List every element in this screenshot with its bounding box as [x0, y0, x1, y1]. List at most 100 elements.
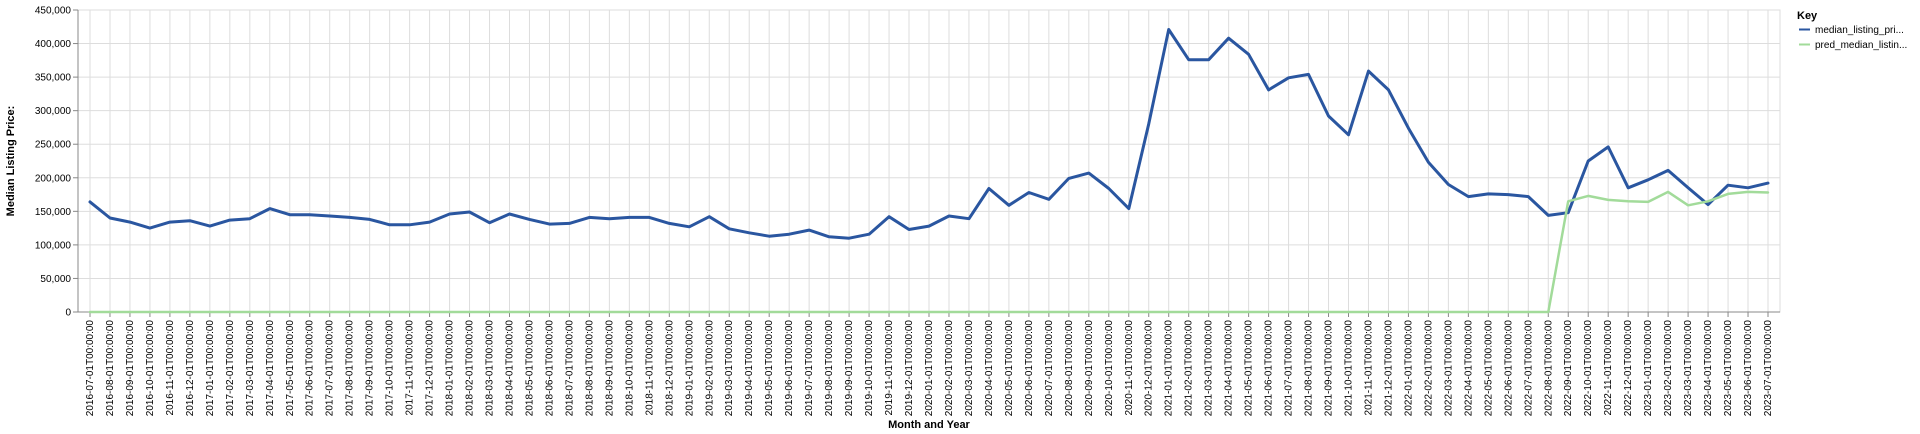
- x-axis: 2016-07-01T00:00:00 2016-08-01T00:00:00 20…: [78, 311, 1780, 417]
- y-tick-label: 150,000: [35, 207, 72, 218]
- y-tick-label: 0: [65, 308, 71, 319]
- y-tick-label: 100,000: [35, 240, 72, 251]
- legend-label: pred_median_listin...: [1815, 40, 1907, 51]
- x-tick-label: 2020-03-01T00:00:00: [964, 320, 975, 417]
- x-tick-label: 2018-04-01T00:00:00: [505, 320, 516, 417]
- y-axis: 0 50,000 100,000 150,000 200,000 250,000 300,0…: [35, 6, 79, 319]
- legend: Key median_listing_pri... pred_median_lis…: [1797, 10, 1907, 51]
- x-tick-label: 2018-12-01T00:00:00: [664, 320, 675, 417]
- x-tick-label: 2020-09-01T00:00:00: [1084, 320, 1095, 417]
- x-tick-label: 2021-11-01T00:00:00: [1363, 320, 1374, 416]
- x-tick-label: 2020-11-01T00:00:00: [1124, 320, 1135, 416]
- x-tick-label: 2018-01-01T00:00:00: [445, 320, 456, 417]
- x-tick-label: 2023-05-01T00:00:00: [1723, 320, 1734, 417]
- x-tick-label: 2017-08-01T00:00:00: [345, 320, 356, 417]
- x-tick-label: 2023-03-01T00:00:00: [1683, 320, 1694, 417]
- legend-title: Key: [1797, 10, 1818, 22]
- x-tick-label: 2017-11-01T00:00:00: [405, 320, 416, 416]
- x-tick-label: 2020-12-01T00:00:00: [1144, 320, 1155, 417]
- x-axis-title: Month and Year: [888, 419, 970, 431]
- series-lines: [88, 28, 1770, 314]
- x-tick-label: 2017-12-01T00:00:00: [425, 320, 436, 417]
- x-tick-label: 2017-05-01T00:00:00: [285, 320, 296, 417]
- x-tick-label: 2018-02-01T00:00:00: [465, 320, 476, 417]
- y-tick-label: 50,000: [40, 274, 71, 285]
- x-tick-label: 2019-07-01T00:00:00: [804, 320, 815, 417]
- x-tick-label: 2016-08-01T00:00:00: [105, 320, 116, 417]
- x-tick-label: 2022-01-01T00:00:00: [1403, 320, 1414, 417]
- x-tick-label: 2021-03-01T00:00:00: [1204, 320, 1215, 417]
- series-line-2: [88, 190, 1770, 314]
- x-tick-label: 2022-10-01T00:00:00: [1583, 320, 1594, 417]
- x-tick-label: 2020-01-01T00:00:00: [924, 320, 935, 417]
- x-tick-label: 2019-01-01T00:00:00: [684, 320, 695, 417]
- x-tick-label: 2021-10-01T00:00:00: [1344, 320, 1355, 417]
- x-tick-label: 2018-09-01T00:00:00: [604, 320, 615, 417]
- y-tick-label: 400,000: [35, 39, 72, 50]
- x-tick-label: 2016-12-01T00:00:00: [185, 320, 196, 417]
- y-tick-label: 200,000: [35, 173, 72, 184]
- x-tick-label: 2020-08-01T00:00:00: [1064, 320, 1075, 417]
- grid-lines: [77, 9, 1781, 313]
- x-tick-label: 2017-07-01T00:00:00: [325, 320, 336, 417]
- x-tick-label: 2021-04-01T00:00:00: [1224, 320, 1235, 417]
- x-tick-label: 2018-06-01T00:00:00: [544, 320, 555, 417]
- x-tick-label: 2021-05-01T00:00:00: [1244, 320, 1255, 417]
- x-tick-label: 2020-02-01T00:00:00: [944, 320, 955, 417]
- x-tick-label: 2022-12-01T00:00:00: [1623, 320, 1634, 417]
- y-tick-label: 350,000: [35, 73, 72, 84]
- x-tick-label: 2023-06-01T00:00:00: [1743, 320, 1754, 417]
- x-tick-label: 2017-06-01T00:00:00: [305, 320, 316, 417]
- x-tick-label: 2017-02-01T00:00:00: [225, 320, 236, 417]
- x-tick-label: 2020-05-01T00:00:00: [1004, 320, 1015, 417]
- x-tick-label: 2018-07-01T00:00:00: [564, 320, 575, 417]
- x-tick-label: 2021-01-01T00:00:00: [1164, 320, 1175, 417]
- x-tick-label: 2019-05-01T00:00:00: [764, 320, 775, 417]
- x-tick-label: 2021-09-01T00:00:00: [1324, 320, 1335, 417]
- x-tick-label: 2016-11-01T00:00:00: [165, 320, 176, 416]
- x-tick-label: 2019-11-01T00:00:00: [884, 320, 895, 416]
- x-tick-label: 2020-07-01T00:00:00: [1044, 320, 1055, 417]
- x-tick-label: 2020-10-01T00:00:00: [1104, 320, 1115, 417]
- y-tick-label: 450,000: [35, 6, 72, 17]
- x-tick-label: 2018-11-01T00:00:00: [644, 320, 655, 416]
- x-tick-label: 2017-04-01T00:00:00: [265, 320, 276, 417]
- x-tick-label: 2016-09-01T00:00:00: [125, 320, 136, 417]
- x-tick-label: 2021-12-01T00:00:00: [1383, 320, 1394, 417]
- x-tick-label: 2018-08-01T00:00:00: [584, 320, 595, 417]
- x-tick-label: 2022-08-01T00:00:00: [1543, 320, 1554, 417]
- x-tick-label: 2022-05-01T00:00:00: [1483, 320, 1494, 417]
- x-tick-label: 2022-04-01T00:00:00: [1463, 320, 1474, 417]
- x-tick-label: 2023-07-01T00:00:00: [1763, 320, 1774, 417]
- x-tick-label: 2021-06-01T00:00:00: [1264, 320, 1275, 417]
- legend-label: median_listing_pri...: [1815, 25, 1904, 36]
- x-tick-label: 2017-10-01T00:00:00: [385, 320, 396, 417]
- x-tick-label: 2018-10-01T00:00:00: [624, 320, 635, 417]
- x-tick-label: 2022-03-01T00:00:00: [1443, 320, 1454, 417]
- x-tick-label: 2016-10-01T00:00:00: [145, 320, 156, 417]
- x-tick-label: 2022-02-01T00:00:00: [1423, 320, 1434, 417]
- x-tick-label: 2020-04-01T00:00:00: [984, 320, 995, 417]
- x-tick-label: 2023-01-01T00:00:00: [1643, 320, 1654, 417]
- x-tick-label: 2019-08-01T00:00:00: [824, 320, 835, 417]
- x-tick-label: 2019-06-01T00:00:00: [784, 320, 795, 417]
- x-tick-label: 2018-03-01T00:00:00: [485, 320, 496, 417]
- x-tick-label: 2019-09-01T00:00:00: [844, 320, 855, 417]
- x-tick-label: 2023-02-01T00:00:00: [1663, 320, 1674, 417]
- x-tick-label: 2019-04-01T00:00:00: [744, 320, 755, 417]
- y-axis-title: Median Listing Price:: [5, 106, 17, 217]
- x-tick-label: 2021-07-01T00:00:00: [1284, 320, 1295, 417]
- x-tick-label: 2017-09-01T00:00:00: [365, 320, 376, 417]
- x-tick-label: 2023-04-01T00:00:00: [1703, 320, 1714, 417]
- x-tick-label: 2019-10-01T00:00:00: [864, 320, 875, 417]
- x-tick-label: 2021-08-01T00:00:00: [1304, 320, 1315, 417]
- x-tick-label: 2019-12-01T00:00:00: [904, 320, 915, 417]
- x-tick-label: 2022-09-01T00:00:00: [1563, 320, 1574, 417]
- x-tick-label: 2017-03-01T00:00:00: [245, 320, 256, 417]
- x-tick-label: 2022-06-01T00:00:00: [1503, 320, 1514, 417]
- series-line-1: [88, 28, 1770, 240]
- y-tick-label: 250,000: [35, 140, 72, 151]
- x-tick-label: 2021-02-01T00:00:00: [1184, 320, 1195, 417]
- y-tick-label: 300,000: [35, 106, 72, 117]
